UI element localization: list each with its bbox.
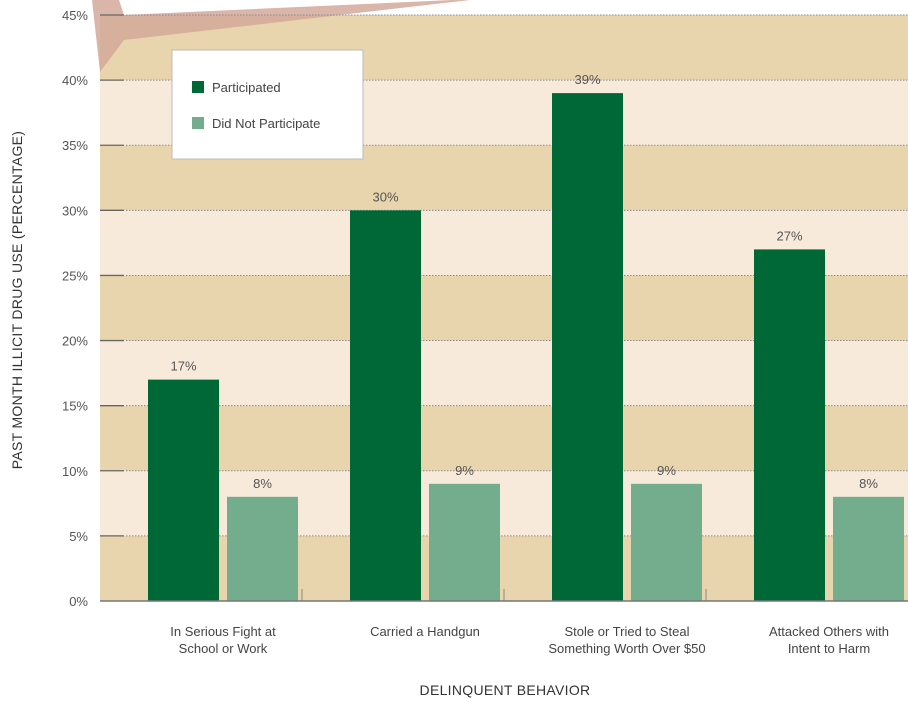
legend: Participated Did Not Participate xyxy=(171,49,364,160)
x-axis-categories: In Serious Fight at School or Work Carried… xyxy=(170,624,889,656)
category-label: School or Work xyxy=(179,641,268,656)
y-tick-label: 15% xyxy=(62,399,88,414)
y-tick-label: 5% xyxy=(69,529,88,544)
category-label: Attacked Others with xyxy=(769,624,889,639)
y-tick-label: 20% xyxy=(62,334,88,349)
category-label: Something Worth Over $50 xyxy=(548,641,705,656)
y-tick-label: 0% xyxy=(69,594,88,609)
legend-label-participated: Participated xyxy=(212,80,281,95)
bar xyxy=(631,483,702,601)
data-label: 9% xyxy=(657,463,676,478)
decorative-arrow xyxy=(92,0,470,72)
legend-swatch-participated xyxy=(192,81,204,93)
data-label: 8% xyxy=(253,476,272,491)
data-label: 30% xyxy=(372,189,398,204)
y-tick-label: 30% xyxy=(62,203,88,218)
bar xyxy=(148,379,219,601)
data-label: 17% xyxy=(170,359,196,374)
legend-box xyxy=(171,49,364,160)
bar xyxy=(552,93,623,601)
y-tick-label: 25% xyxy=(62,268,88,283)
y-axis-title: PAST MONTH ILLICIT DRUG USE (PERCENTAGE) xyxy=(9,131,25,469)
y-tick-label: 35% xyxy=(62,138,88,153)
data-label: 9% xyxy=(455,463,474,478)
bar xyxy=(350,210,421,602)
y-tick-label: 40% xyxy=(62,73,88,88)
bar xyxy=(227,496,298,601)
data-label: 8% xyxy=(859,476,878,491)
x-axis-title: DELINQUENT BEHAVIOR xyxy=(420,682,591,698)
legend-swatch-did-not-participate xyxy=(192,117,204,129)
category-label: Carried a Handgun xyxy=(370,624,480,639)
legend-label-did-not-participate: Did Not Participate xyxy=(212,116,320,131)
category-label: Intent to Harm xyxy=(788,641,870,656)
y-tick-label: 10% xyxy=(62,464,88,479)
bar xyxy=(754,249,825,601)
bar xyxy=(429,483,500,601)
category-label: Stole or Tried to Steal xyxy=(564,624,689,639)
bar xyxy=(833,496,904,601)
data-label: 27% xyxy=(776,228,802,243)
data-label: 39% xyxy=(574,72,600,87)
y-axis-ticks: 0% 5% 10% 15% 20% 25% 30% 35% 40% 45% xyxy=(62,8,88,609)
y-tick-label: 45% xyxy=(62,8,88,23)
bars: 17% 8% 30% 9% 39% 9% 27% 8% xyxy=(148,72,904,602)
category-label: In Serious Fight at xyxy=(170,624,276,639)
